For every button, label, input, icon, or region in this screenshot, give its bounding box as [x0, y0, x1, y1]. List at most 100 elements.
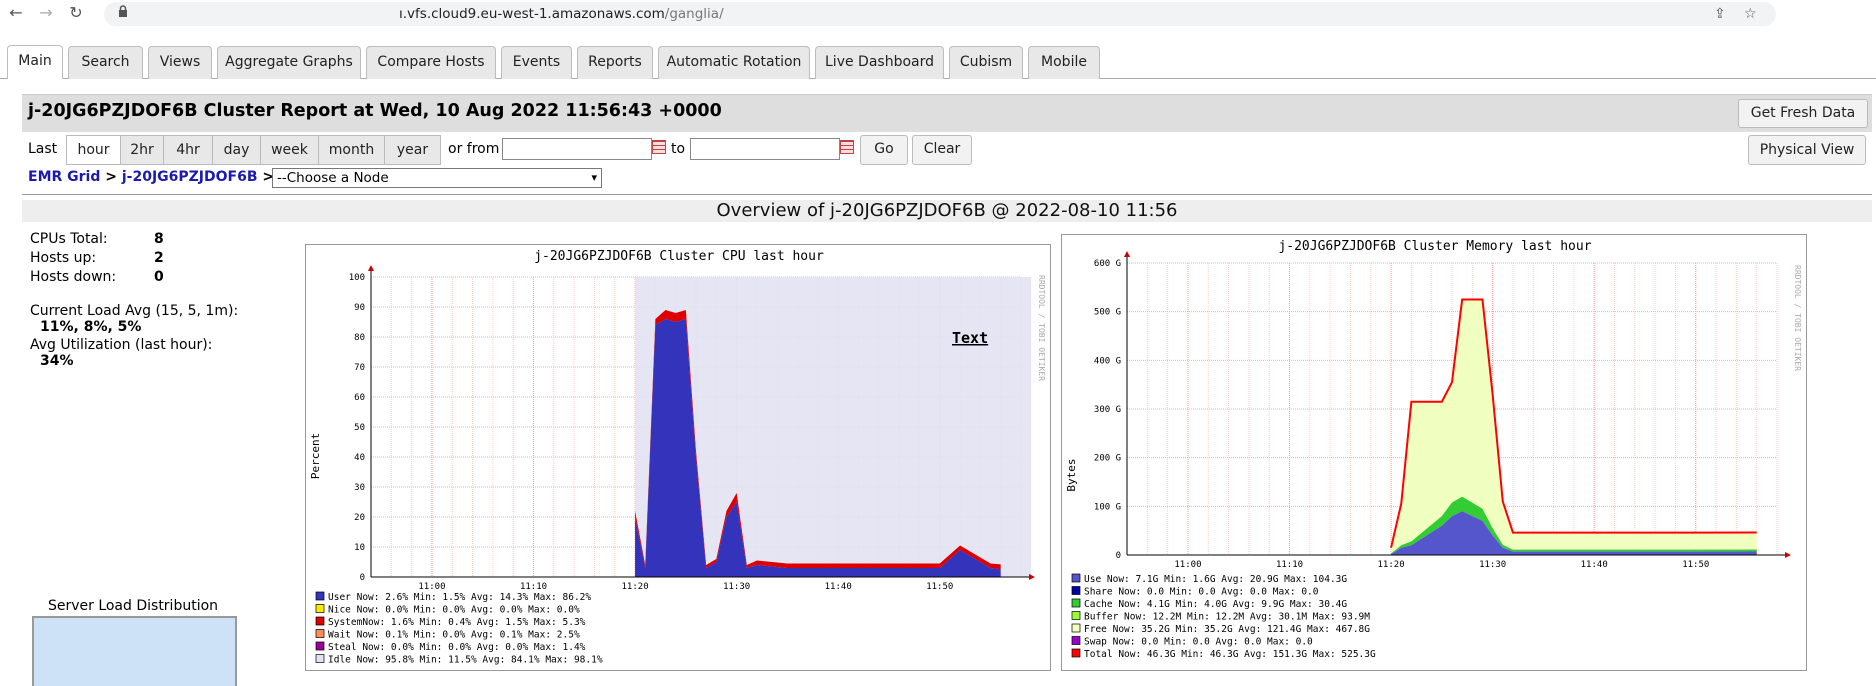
legend-user: User Now: 2.6% Min: 1.5% Avg: 14.3% Max:…	[328, 592, 591, 603]
legend-buffer: Buffer Now: 12.2M Min: 12.2M Avg: 30.1M …	[1084, 612, 1370, 623]
legend-total: Total Now: 46.3G Min: 46.3G Avg: 151.3G …	[1084, 649, 1376, 660]
breadcrumb-grid-link[interactable]: EMR Grid	[28, 169, 101, 185]
load-avg-label: Current Load Avg (15, 5, 1m):	[30, 303, 239, 319]
clear-button[interactable]: Clear	[912, 135, 972, 165]
legend-idle: Idle Now: 95.8% Min: 11.5% Avg: 84.1% Ma…	[328, 655, 603, 666]
y-tick-label: 40	[354, 453, 365, 463]
legend-swatch	[1071, 648, 1081, 658]
range-4hr[interactable]: 4hr	[163, 135, 213, 165]
range-2hr[interactable]: 2hr	[120, 135, 164, 165]
legend-swatch	[1071, 586, 1081, 595]
y-tick-label: 60	[354, 393, 365, 403]
calendar-icon[interactable]	[840, 140, 854, 154]
tab-views[interactable]: Views	[148, 46, 212, 79]
calendar-icon[interactable]	[652, 140, 666, 154]
breadcrumb: EMR Grid > j-20JG6PZJDOF6B >	[28, 169, 274, 191]
get-fresh-data-button[interactable]: Get Fresh Data	[1738, 99, 1868, 128]
x-tick-label: 11:30	[723, 582, 750, 592]
breadcrumb-separator: >	[105, 169, 117, 185]
legend-swatch	[315, 654, 325, 663]
tab-automatic-rotation[interactable]: Automatic Rotation	[658, 46, 810, 79]
cluster-title-bar: j-20JG6PZJDOF6B Cluster Report at Wed, 1…	[22, 94, 1872, 132]
x-axis-arrow	[1029, 574, 1035, 580]
range-month[interactable]: month	[318, 135, 385, 165]
lock-icon	[118, 2, 128, 26]
tab-bar: Main Search Views Aggregate Graphs Compa…	[0, 41, 1876, 79]
range-day[interactable]: day	[212, 135, 261, 165]
cpu-graph[interactable]: j-20JG6PZJDOF6B Cluster CPU last hour Pe…	[305, 244, 1051, 671]
series-cache-area	[1391, 496, 1757, 555]
server-load-title: Server Load Distribution	[47, 598, 219, 614]
y-tick-label: 0	[1116, 551, 1121, 561]
range-year[interactable]: year	[384, 135, 441, 165]
y-tick-label: 30	[354, 483, 365, 493]
tab-cubism[interactable]: Cubism	[949, 46, 1023, 79]
tab-compare-hosts[interactable]: Compare Hosts	[366, 46, 496, 79]
tab-live-dashboard[interactable]: Live Dashboard	[815, 46, 944, 79]
y-tick-label: 300 G	[1094, 405, 1121, 415]
star-icon[interactable]: ☆	[1744, 6, 1757, 22]
x-tick-label: 11:10	[1276, 560, 1303, 570]
x-tick-label: 11:50	[1682, 560, 1709, 570]
legend-swatch	[1071, 573, 1081, 583]
hosts-down-value: 0	[154, 269, 164, 285]
y-axis-arrow	[1124, 251, 1130, 257]
y-tick-label: 500 G	[1094, 308, 1121, 318]
last-label: Last	[28, 141, 58, 157]
y-tick-label: 70	[354, 363, 365, 373]
avg-util-label: Avg Utilization (last hour):	[30, 337, 213, 353]
y-tick-label: 50	[354, 423, 365, 433]
series-total-line	[1390, 298, 1757, 548]
legend-swatch	[1071, 611, 1081, 620]
from-date-input[interactable]	[502, 138, 652, 160]
legend-free: Free Now: 35.2G Min: 35.2G Avg: 121.4G M…	[1084, 624, 1370, 635]
memory-graph[interactable]: j-20JG6PZJDOF6B Cluster Memory last hour…	[1061, 234, 1807, 671]
tab-search[interactable]: Search	[68, 46, 143, 79]
go-button[interactable]: Go	[860, 135, 908, 165]
range-week[interactable]: week	[260, 135, 319, 165]
back-icon[interactable]: ←	[9, 3, 23, 22]
chevron-down-icon: ▾	[591, 171, 597, 184]
x-axis-arrow	[1785, 552, 1791, 558]
tab-events[interactable]: Events	[501, 46, 572, 79]
legend-swatch	[315, 629, 325, 638]
overview-title: Overview of j-20JG6PZJDOF6B @ 2022-08-10…	[22, 200, 1872, 222]
y-tick-label: 600 G	[1094, 259, 1121, 269]
reload-icon[interactable]: ↻	[69, 3, 83, 22]
page-title: j-20JG6PZJDOF6B Cluster Report at Wed, 1…	[28, 101, 722, 121]
tab-aggregate-graphs[interactable]: Aggregate Graphs	[217, 46, 361, 79]
breadcrumb-cluster-link[interactable]: j-20JG6PZJDOF6B	[121, 169, 258, 185]
url-bar[interactable]: ı.vfs.cloud9.eu-west-1.amazonaws.com/gan…	[104, 2, 1776, 26]
y-axis-arrow	[368, 265, 374, 271]
y-tick-label: 100	[349, 273, 365, 283]
avg-util-value: 34%	[40, 353, 74, 369]
rrdtool-watermark: RRDTOOL / TOBI OETIKER	[1037, 275, 1046, 381]
share-icon[interactable]: ⇪	[1714, 6, 1726, 22]
x-tick-label: 11:00	[418, 582, 445, 592]
legend-system: SystemNow: 1.6% Min: 0.4% Avg: 1.5% Max:…	[328, 617, 586, 628]
legend-wait: Wait Now: 0.1% Min: 0.0% Avg: 0.1% Max: …	[328, 630, 580, 641]
to-label: to	[671, 141, 686, 157]
physical-view-button[interactable]: Physical View	[1748, 135, 1866, 165]
node-select[interactable]: --Choose a Node ▾	[272, 168, 602, 188]
forward-icon[interactable]: →	[39, 3, 53, 22]
cpu-graph-title: j-20JG6PZJDOF6B Cluster CPU last hour	[534, 249, 824, 264]
x-tick-label: 11:20	[622, 582, 649, 592]
to-date-input[interactable]	[690, 138, 840, 160]
y-tick-label: 90	[354, 303, 365, 313]
main-content: j-20JG6PZJDOF6B Cluster Report at Wed, 1…	[0, 79, 1876, 686]
y-tick-label: 0	[360, 573, 365, 583]
server-load-chart	[32, 616, 237, 686]
url-path: /ganglia/	[664, 6, 724, 22]
range-hour[interactable]: hour	[66, 135, 121, 165]
legend-share: Share Now: 0.0 Min: 0.0 Avg: 0.0 Max: 0.…	[1084, 587, 1319, 598]
tab-reports[interactable]: Reports	[577, 46, 653, 79]
load-avg-value: 11%, 8%, 5%	[40, 319, 142, 335]
rrdtool-watermark: RRDTOOL / TOBI OETIKER	[1793, 265, 1802, 371]
chart-annotation: Text	[952, 329, 988, 347]
x-tick-label: 11:50	[926, 582, 953, 592]
x-tick-label: 11:20	[1378, 560, 1405, 570]
y-tick-label: 100 G	[1094, 502, 1121, 512]
tab-mobile[interactable]: Mobile	[1028, 46, 1100, 79]
tab-main[interactable]: Main	[7, 45, 63, 79]
